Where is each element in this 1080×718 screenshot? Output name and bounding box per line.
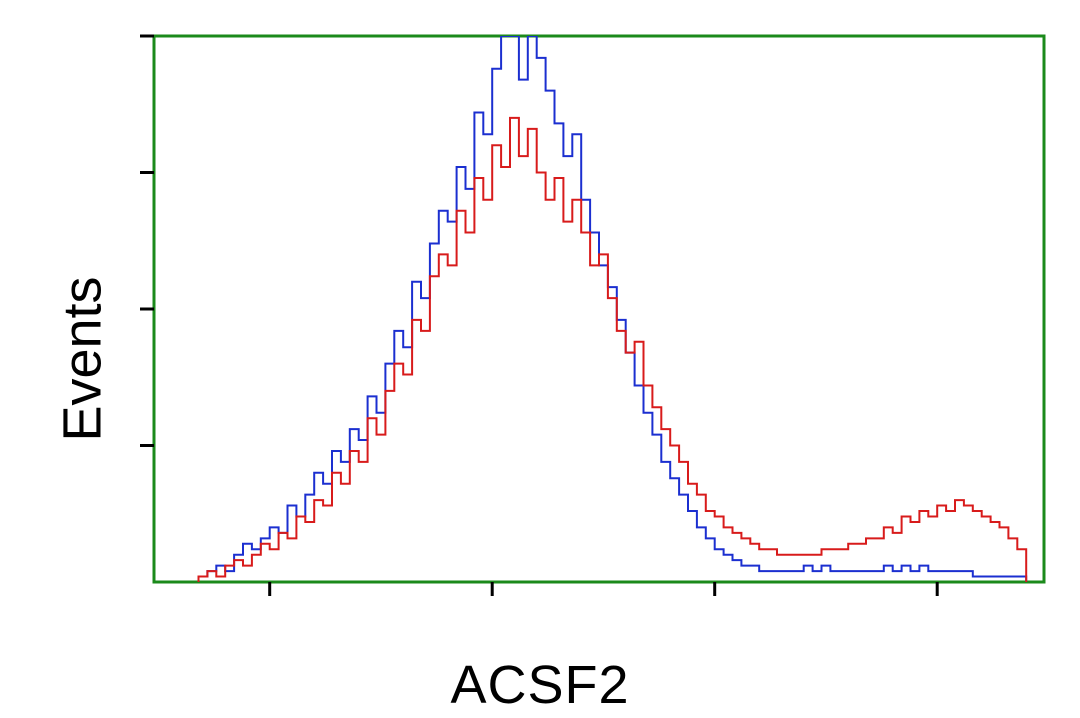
x-axis-label: ACSF2 bbox=[0, 654, 1080, 716]
flow-cytometry-histogram: Events ACSF2 bbox=[0, 0, 1080, 718]
y-axis-label: Events bbox=[52, 276, 114, 441]
plot-area bbox=[130, 30, 1050, 610]
plot-svg bbox=[130, 30, 1050, 610]
